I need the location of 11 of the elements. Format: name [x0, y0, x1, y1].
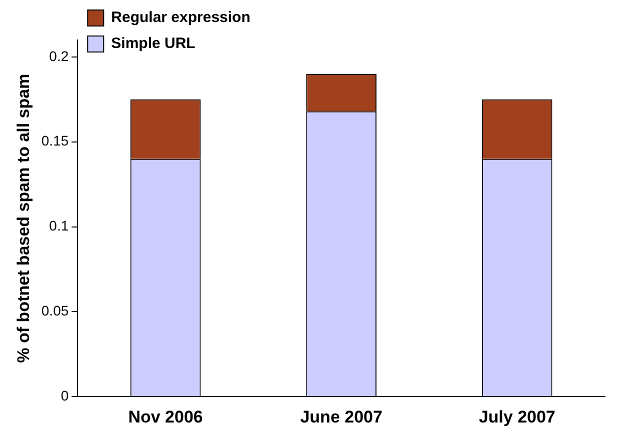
y-tick-label: 0	[60, 387, 69, 404]
y-axis-title: % of botnet based spam to all spam	[14, 74, 33, 363]
x-tick-label: Nov 2006	[128, 407, 203, 426]
y-tick-label: 0.05	[41, 302, 69, 319]
legend-label: Regular expression	[111, 9, 250, 26]
y-tick-label: 0.15	[41, 132, 69, 149]
x-tick-label: July 2007	[478, 407, 556, 426]
y-tick-label: 0.2	[49, 48, 69, 64]
y-tick-label: 0.1	[49, 218, 69, 234]
legend-label: Simple URL	[111, 35, 196, 52]
x-tick-label: June 2007	[300, 407, 382, 426]
